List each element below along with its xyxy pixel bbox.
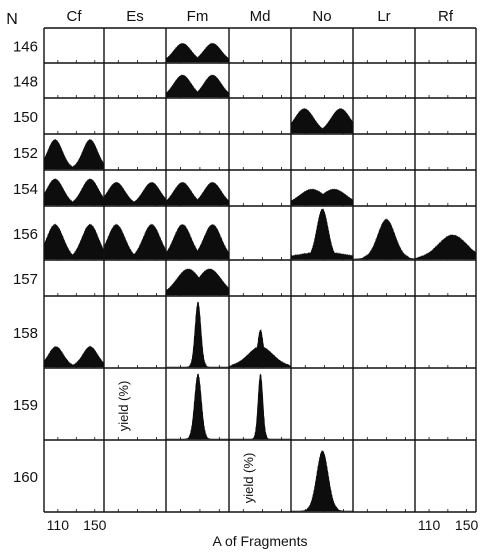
distribution-lr-156 bbox=[353, 218, 416, 260]
distribution-es-156 bbox=[103, 223, 167, 260]
distribution-cf-152 bbox=[43, 138, 105, 170]
row-label-159: 159 bbox=[13, 397, 38, 414]
column-headers: Cf Es Fm Md No Lr Rf bbox=[67, 8, 454, 25]
yield-label-md-160: yield (%) bbox=[241, 453, 256, 504]
column-header-md: Md bbox=[250, 8, 271, 25]
panel-grid bbox=[43, 27, 477, 513]
column-header-rf: Rf bbox=[438, 8, 454, 25]
x-axis-title: A of Fragments bbox=[213, 533, 308, 549]
row-label-160: 160 bbox=[13, 469, 38, 486]
distribution-no-154 bbox=[290, 188, 354, 206]
row-label-154: 154 bbox=[13, 181, 38, 198]
yield-label-es-159: yield (%) bbox=[116, 381, 131, 432]
distribution-cf-154 bbox=[43, 178, 105, 206]
distribution-no-150 bbox=[290, 107, 354, 134]
row-labels: 146 148 150 152 154 156 157 158 159 160 bbox=[13, 39, 38, 487]
x-tick-label-rf-110: 110 bbox=[418, 517, 441, 533]
distribution-rf-156 bbox=[414, 233, 477, 260]
distribution-cf-156 bbox=[43, 223, 105, 260]
distribution-md-159 bbox=[229, 373, 291, 440]
distribution-md-158 bbox=[228, 329, 292, 368]
x-tick-label-cf-110: 110 bbox=[47, 517, 70, 533]
row-label-148: 148 bbox=[13, 74, 38, 91]
column-header-no: No bbox=[312, 8, 331, 25]
x-tick-label-cf-150: 150 bbox=[83, 517, 107, 533]
column-header-es: Es bbox=[126, 8, 144, 25]
distribution-fm-156 bbox=[165, 223, 230, 260]
distribution-fm-146 bbox=[165, 42, 230, 63]
row-label-157: 157 bbox=[13, 271, 38, 288]
row-axis-title: N bbox=[6, 11, 18, 28]
distribution-fm-148 bbox=[165, 74, 230, 98]
row-label-156: 156 bbox=[13, 226, 38, 243]
x-tick-label-rf-150: 150 bbox=[455, 517, 479, 533]
row-label-158: 158 bbox=[13, 325, 38, 342]
distribution-fm-158 bbox=[166, 301, 229, 368]
row-label-150: 150 bbox=[13, 109, 38, 126]
distribution-fm-159 bbox=[166, 373, 229, 440]
distribution-fm-154 bbox=[165, 181, 230, 206]
column-header-fm: Fm bbox=[187, 8, 209, 25]
distribution-cf-158 bbox=[43, 345, 105, 368]
distribution-no-160 bbox=[291, 450, 353, 512]
column-header-lr: Lr bbox=[377, 8, 390, 25]
distribution-es-154 bbox=[103, 181, 167, 206]
column-header-cf: Cf bbox=[67, 8, 83, 25]
x-tick-labels: 110 150 110 150 bbox=[47, 517, 479, 533]
distribution-no-156 bbox=[290, 208, 354, 260]
row-label-146: 146 bbox=[13, 39, 38, 56]
distribution-fm-157 bbox=[165, 267, 230, 296]
row-label-152: 152 bbox=[13, 145, 38, 162]
panels: yield (%) yield (%) bbox=[43, 42, 477, 512]
